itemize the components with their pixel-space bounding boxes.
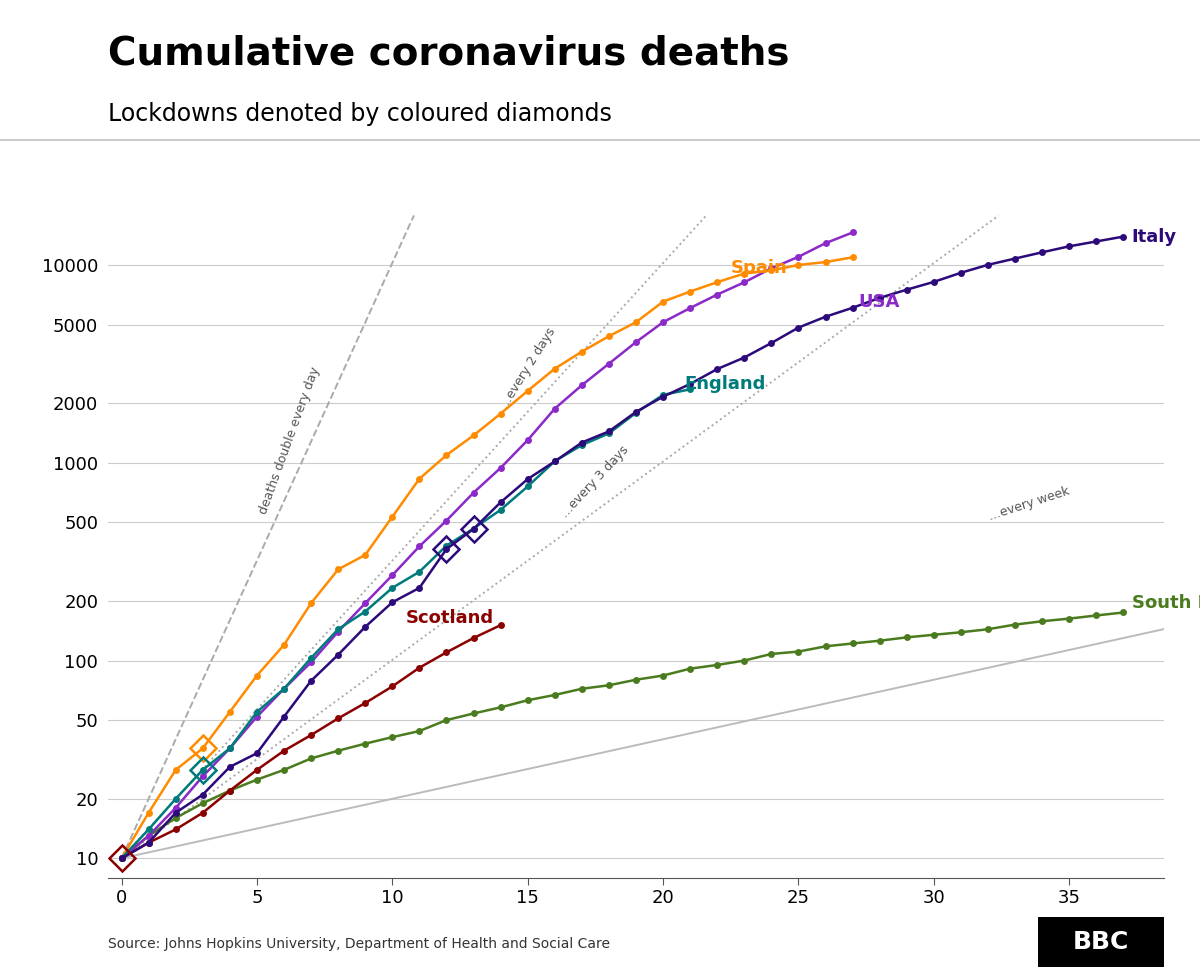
Text: England: England [685, 375, 766, 393]
Text: USA: USA [858, 293, 900, 311]
Text: Scotland: Scotland [406, 608, 494, 627]
Text: South Korea: South Korea [1132, 594, 1200, 612]
Text: Cumulative coronavirus deaths: Cumulative coronavirus deaths [108, 34, 790, 72]
Text: Source: Johns Hopkins University, Department of Health and Social Care: Source: Johns Hopkins University, Depart… [108, 937, 610, 951]
Text: ...every 2 days: ...every 2 days [498, 326, 558, 411]
Text: Italy: Italy [1132, 227, 1177, 246]
Text: Lockdowns denoted by coloured diamonds: Lockdowns denoted by coloured diamonds [108, 102, 612, 127]
Text: deaths double every day: deaths double every day [257, 365, 322, 516]
Text: Spain: Spain [731, 259, 787, 278]
Text: ...every week: ...every week [986, 485, 1070, 523]
Text: BBC: BBC [1073, 930, 1129, 954]
Text: ...every 3 days: ...every 3 days [559, 444, 632, 521]
